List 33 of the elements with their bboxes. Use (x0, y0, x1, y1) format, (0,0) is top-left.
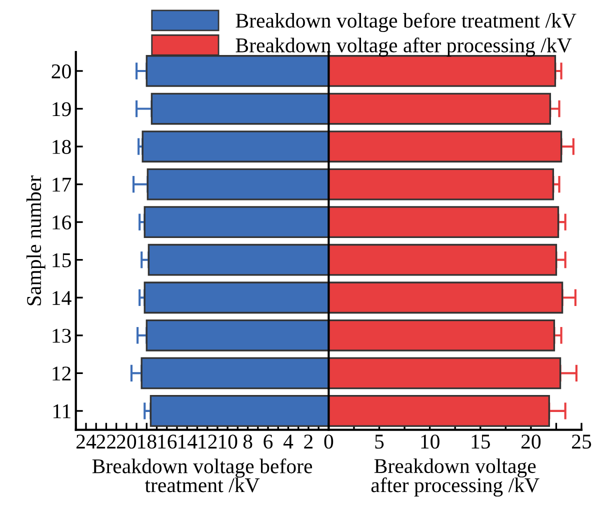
x-tick-label: 14 (178, 434, 198, 448)
x-tick-label: 20 (521, 434, 541, 449)
y-tick-label: 18 (52, 140, 71, 154)
x-axis-title: Breakdown voltage before treatment /kV (92, 458, 312, 492)
y-tick-label: 17 (52, 178, 72, 192)
x-tick-label: 0 (324, 434, 334, 449)
y-tick-label: 15 (52, 253, 71, 268)
y-tick-label: 11 (53, 404, 70, 418)
x-tick-label: 12 (198, 434, 217, 448)
x-tick-label: 25 (572, 434, 592, 449)
y-tick-label: 16 (52, 216, 72, 230)
x-tick-label: 24 (76, 434, 96, 448)
x-tick-label: 20 (116, 434, 136, 449)
x-tick-label: 15 (472, 434, 490, 449)
series-label: Breakdown voltage after processing /kV (236, 38, 572, 57)
x-tick-label: 6 (264, 434, 273, 449)
x-tick-label: 18 (138, 434, 156, 449)
x-tick-label: 8 (243, 434, 252, 449)
legend-label: Breakdown voltage before treatment /kV (236, 12, 576, 32)
x-tick-label: 5 (375, 434, 384, 449)
x-tick-label: 22 (96, 434, 116, 448)
y-tick-label: 14 (52, 291, 72, 305)
x-axis-title: Breakdown voltage after processing /kV (371, 458, 540, 497)
y-tick-label: 20 (52, 64, 71, 78)
x-tick-label: 4 (283, 434, 294, 448)
x-tick-label: 10 (421, 434, 440, 449)
x-tick-label: 2 (304, 434, 313, 448)
x-tick-label: 16 (158, 434, 177, 449)
y-tick-label: 12 (52, 366, 71, 380)
x-tick-label: 10 (218, 434, 238, 449)
y-tick-label: 19 (52, 102, 71, 116)
y-axis-title: Sample number (26, 175, 46, 306)
y-tick-label: 13 (52, 328, 71, 343)
